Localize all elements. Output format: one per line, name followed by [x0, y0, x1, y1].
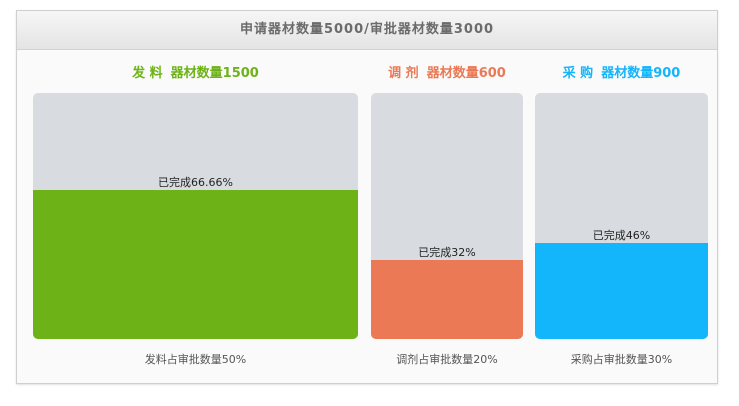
issue-progress-fill — [33, 190, 358, 339]
purchase-title-label: 采 购 — [562, 66, 594, 81]
issue-title-count: 器材数量1500 — [170, 66, 259, 81]
purchase-progress-bar: 已完成46% — [535, 93, 708, 339]
issue-title-label: 发 料 — [132, 66, 163, 81]
allocate-progress-label: 已完成32% — [418, 246, 476, 259]
purchase-title-count: 器材数量900 — [601, 66, 681, 81]
issue-share-text: 发料占审批数量50% — [144, 353, 247, 366]
purchase-progress-fill — [535, 243, 708, 339]
allocate-column-title: 调 剂器材数量600 — [371, 62, 523, 81]
allocate-title-label: 调 剂 — [388, 66, 419, 81]
purchase-column-title: 采 购器材数量900 — [535, 62, 708, 81]
purchase-progress-label: 已完成46% — [592, 229, 651, 242]
allocate-progress-bar: 已完成32% — [371, 93, 523, 339]
allocate-share-text: 调剂占审批数量20% — [396, 353, 498, 366]
panel-title: 申请器材数量5000/审批器材数量3000 — [17, 11, 717, 50]
purchase-share-text: 采购占审批数量30% — [570, 353, 673, 366]
issue-progress-label: 已完成66.66% — [158, 176, 233, 189]
allocate-title-count: 器材数量600 — [426, 66, 506, 81]
issue-column-title: 发 料器材数量1500 — [33, 62, 358, 81]
allocate-progress-fill — [371, 260, 523, 339]
issue-progress-bar: 已完成66.66% — [33, 93, 358, 339]
